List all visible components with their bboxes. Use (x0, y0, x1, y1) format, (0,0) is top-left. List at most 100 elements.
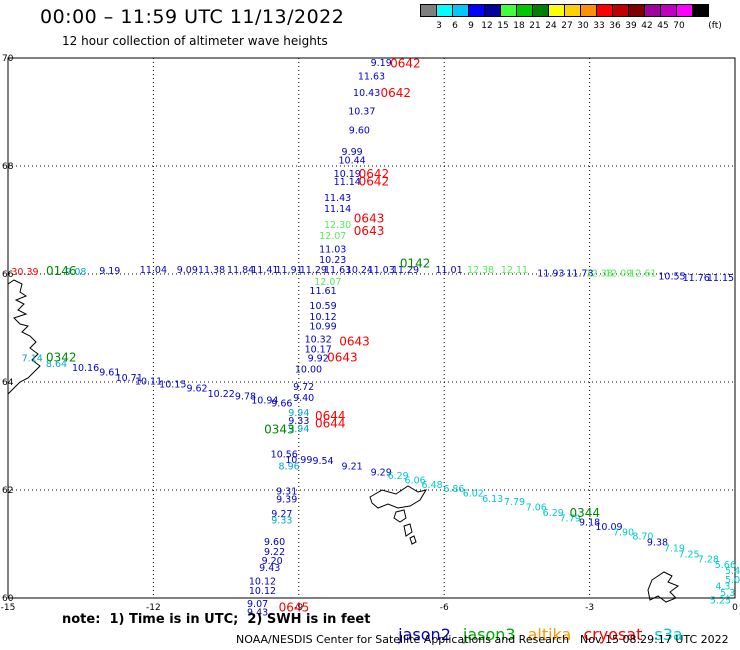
pass-time-label: 0642 (380, 86, 411, 100)
map-subtitle: 12 hour collection of altimeter wave hei… (62, 34, 328, 48)
wave-height-value: 9.39 (276, 494, 297, 505)
wave-height-value: 11.29 (392, 265, 419, 276)
iceland-coastline (7, 279, 41, 396)
wave-height-value: 11.93 (537, 269, 564, 280)
wave-height-value: 9.19 (371, 58, 392, 69)
legend-unit: (ft) (708, 21, 722, 31)
wave-height-value: 10.11 (135, 377, 162, 388)
wave-height-value: 5.0 (725, 575, 740, 586)
wave-height-value: 6.02 (463, 488, 484, 499)
wave-height-value: 7.28 (698, 554, 719, 565)
lat-tick-label: 62 (2, 486, 13, 496)
wave-height-value: 12.11 (501, 265, 528, 276)
wave-height-value: 9.29 (371, 467, 392, 478)
wave-height-value: 30.39 (11, 267, 38, 278)
legend-label: 27 (561, 21, 573, 31)
footer-credit: NOAA/NESDIS Center for Satellite Applica… (236, 633, 570, 646)
wave-height-value: 12.30 (324, 220, 351, 231)
wave-height-value: 10.12 (309, 312, 336, 323)
lat-tick-label: 66 (2, 270, 14, 280)
wave-height-value: 9.43 (247, 607, 268, 618)
wave-height-value: 10.99 (309, 322, 336, 333)
wave-height-value: 6.86 (443, 484, 464, 495)
wave-height-value: 10.12 (249, 586, 276, 597)
wave-height-value: 9.94 (288, 408, 309, 419)
wave-height-value: 6.29 (543, 508, 564, 519)
legend-label: 30 (577, 21, 589, 31)
wave-height-value: 9.54 (312, 456, 333, 467)
wave-height-value: 11.04 (140, 265, 167, 276)
wave-height-value: 9.22 (264, 547, 285, 558)
wave-height-value: 9.20 (262, 556, 283, 567)
wave-height-value: 9.92 (308, 353, 329, 364)
lat-tick-label: 64 (2, 378, 14, 388)
wave-height-value: 6.29 (388, 471, 409, 482)
legend-jason2: jason2 (398, 625, 451, 644)
wave-height-value: 9.19 (99, 266, 120, 277)
wave-height-value: 11.43 (324, 193, 351, 204)
footer-timestamp: Nov 15 08:29:17 UTC 2022 (580, 633, 729, 646)
wave-height-value: 6.06 (405, 476, 426, 487)
pass-time-label: 0643 (327, 350, 358, 364)
wave-height-value: 10.99 (285, 455, 312, 466)
wave-height-value: 7.79 (560, 513, 581, 524)
wave-height-value: 9.21 (342, 461, 363, 472)
pass-time-label: 0643 (354, 212, 385, 226)
wave-height-value: 7.19 (664, 544, 685, 555)
pass-time-label: 0644 (315, 416, 346, 430)
wave-height-value: 8.96 (279, 461, 300, 472)
wave-height-value: 10.55 (658, 271, 685, 282)
wave-height-value: 9.33 (288, 416, 309, 427)
legend-label: 70 (673, 21, 685, 31)
wave-height-value: 10.44 (339, 155, 366, 166)
wave-height-value: 10.43 (353, 88, 380, 99)
lat-tick-label: 68 (2, 162, 14, 172)
lat-tick-label: 60 (2, 594, 14, 604)
wave-height-value: 7.14 (22, 353, 43, 364)
wave-height-value: 11.61 (309, 286, 336, 297)
wave-height-value: 11.41 (251, 265, 278, 276)
pass-time-label: 0146 (46, 264, 77, 278)
wave-height-value: 6.13 (482, 494, 503, 505)
wave-height-value: 11.14 (324, 204, 351, 215)
lon-tick-label: -9 (294, 603, 303, 613)
faroe-islands (369, 485, 428, 509)
wave-height-value: 9.62 (186, 384, 207, 395)
legend-swatch (692, 4, 709, 17)
wave-height-value: 5.4 (725, 566, 740, 577)
page-title: 00:00 – 11:59 UTC 11/13/2022 (40, 6, 345, 28)
wave-height-value: 5.25 (710, 595, 731, 606)
wave-height-value: 12.07 (319, 231, 346, 242)
wave-height-value: 9.31 (276, 486, 297, 497)
legend-label: 3 (436, 21, 442, 31)
wave-height-value: 10.19 (334, 169, 361, 180)
pass-time-label: 0642 (390, 57, 421, 71)
pass-time-label: 0142 (400, 257, 431, 271)
wave-height-value: 11.38 (198, 265, 225, 276)
wave-height-value: 11.63 (324, 265, 351, 276)
wave-height-color-legend: 3 6 9 12 15 18 21 24 27 30 33 36 39 42 45 70 (ft) (420, 4, 722, 31)
wave-height-value: 8.70 (632, 532, 653, 543)
legend-label: 21 (529, 21, 541, 31)
legend-label: 36 (609, 21, 621, 31)
lat-tick-label: 70 (2, 54, 14, 64)
wave-height-value: 10.16 (72, 363, 99, 374)
legend-label: 39 (625, 21, 637, 31)
wave-height-value: 10.71 (116, 373, 143, 384)
legend-swatches (420, 4, 709, 17)
pass-time-label: 0642 (359, 167, 390, 181)
wave-height-value: 10.59 (309, 301, 336, 312)
pass-time-label: 0645 (279, 601, 310, 615)
wave-height-value: 11.29 (300, 265, 327, 276)
wave-height-value: 9.61 (99, 368, 120, 379)
wave-height-value: 9.40 (293, 393, 314, 404)
legend-label: 18 (513, 21, 525, 31)
lon-tick-label: 0 (732, 603, 738, 613)
wave-height-value: 9.94 (288, 424, 309, 435)
wave-height-value: 9.08 (65, 267, 86, 278)
pass-time-label: 0643 (339, 334, 370, 348)
wave-height-value: 9.27 (271, 509, 292, 520)
wave-height-value: 9.66 (271, 398, 292, 409)
pass-time-labels: 0642064206420642064306430643064306440644… (46, 57, 600, 615)
wave-height-value: 11.03 (319, 244, 346, 255)
